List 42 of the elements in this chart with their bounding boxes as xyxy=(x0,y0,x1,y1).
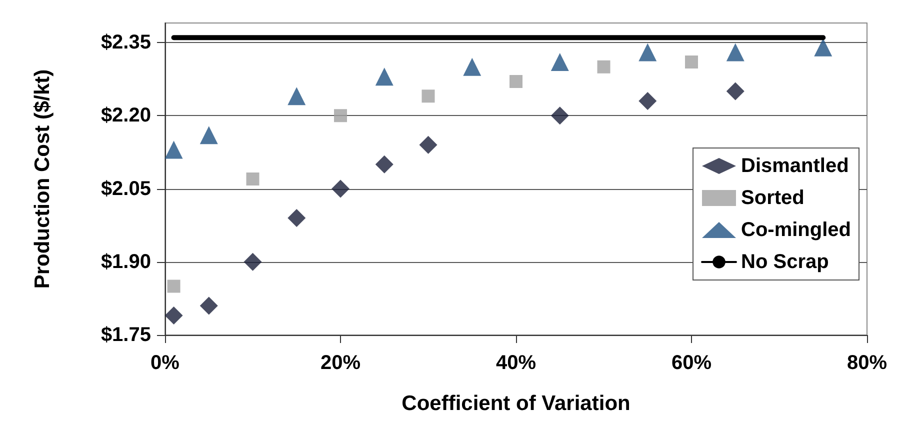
point xyxy=(726,43,744,62)
point xyxy=(332,180,350,198)
point xyxy=(510,75,522,88)
y-tick-label: $1.90 xyxy=(100,250,151,273)
point xyxy=(463,58,482,76)
point xyxy=(726,82,744,100)
point xyxy=(164,140,183,159)
legend-label: Sorted xyxy=(741,187,804,209)
point xyxy=(200,126,218,144)
x-tick-label: 20% xyxy=(320,352,361,374)
point xyxy=(164,306,183,324)
point xyxy=(638,92,657,110)
point xyxy=(246,172,260,186)
legend-label: No Scrap xyxy=(741,251,829,273)
point xyxy=(288,87,306,106)
point xyxy=(422,90,435,103)
y-tick-label: $2.20 xyxy=(100,104,151,127)
point xyxy=(419,136,438,154)
point xyxy=(638,43,657,62)
point xyxy=(167,280,180,293)
point xyxy=(685,56,698,68)
y-tick-label: $1.75 xyxy=(100,324,151,346)
point xyxy=(814,38,832,56)
point xyxy=(550,106,569,125)
point xyxy=(375,155,394,174)
point xyxy=(334,109,347,122)
point xyxy=(200,296,218,315)
y-tick-label: $2.05 xyxy=(100,178,151,200)
legend-label: Dismantled xyxy=(741,155,849,177)
point xyxy=(244,252,262,271)
x-tick-label: 80% xyxy=(846,352,888,374)
y-tick-label: $2.35 xyxy=(100,32,151,54)
point xyxy=(288,209,306,227)
point xyxy=(375,68,394,86)
point xyxy=(597,60,610,74)
x-tick-label: 0% xyxy=(150,352,180,374)
x-tick-label: 40% xyxy=(496,352,536,374)
x-axis-title: Coefficient of Variation xyxy=(402,392,630,415)
y-axis-title: Production Cost ($/kt) xyxy=(31,69,54,289)
legend-label: Co-mingled xyxy=(741,219,852,241)
point xyxy=(550,53,569,71)
x-tick-label: 60% xyxy=(671,352,712,374)
